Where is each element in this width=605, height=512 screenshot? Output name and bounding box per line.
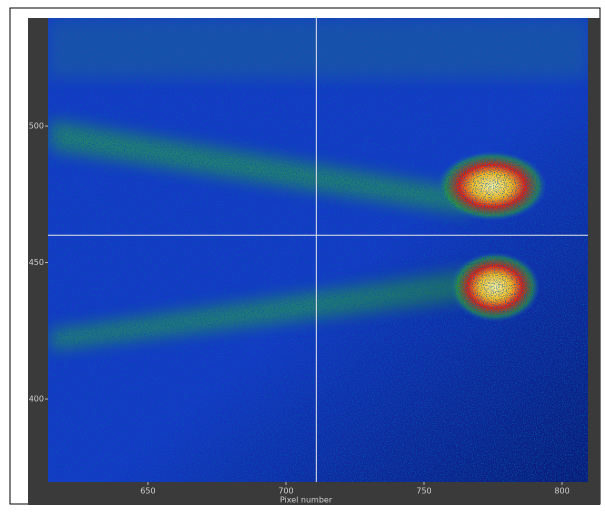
x-axis-label: Pixel number bbox=[280, 496, 333, 505]
page: Pixel number 650700750800400450500 (() =… bbox=[0, 0, 605, 512]
y-tick-label: 450 bbox=[29, 258, 44, 267]
chart: Pixel number 650 700 750 800 400 450 500 bbox=[0, 0, 605, 508]
x-tick-label: 750 bbox=[416, 487, 431, 496]
image bbox=[48, 18, 588, 482]
x-tick-label: 800 bbox=[554, 487, 569, 496]
y-tick-label: 400 bbox=[29, 395, 44, 404]
x-tick-label: 700 bbox=[278, 487, 293, 496]
x-tick-label: 650 bbox=[140, 487, 155, 496]
y-tick-label: 500 bbox=[29, 122, 44, 131]
